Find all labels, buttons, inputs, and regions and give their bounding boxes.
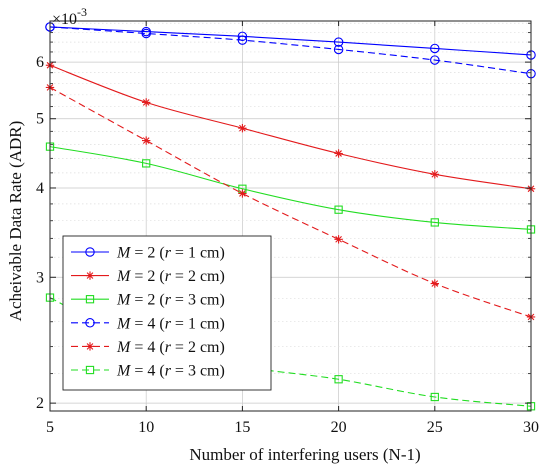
marker-circle — [85, 247, 95, 257]
series-line — [49, 64, 532, 190]
marker-square — [430, 218, 439, 227]
legend-item: M = 2 (r = 1 cm) — [71, 245, 225, 262]
legend-item: M = 4 (r = 3 cm) — [71, 363, 225, 380]
marker-asterisk — [430, 279, 439, 288]
legend-label-part: r — [165, 245, 172, 262]
series-line — [49, 146, 532, 230]
marker-asterisk — [238, 189, 247, 198]
legend-label-part: = 3 cm) — [171, 292, 225, 309]
legend-label-part: r — [165, 315, 172, 332]
legend-item: M = 2 (r = 3 cm) — [71, 292, 225, 309]
marker-asterisk-stroke — [431, 170, 439, 178]
series-line — [49, 26, 532, 56]
marker-asterisk-stroke — [142, 99, 150, 106]
legend-label-part: r — [165, 268, 172, 285]
y-tick-label: 2 — [36, 395, 44, 412]
legend-label-part: M — [116, 363, 132, 380]
x-tick-label: 10 — [138, 419, 154, 436]
marker-circle — [333, 37, 344, 47]
legend-label-part: r — [165, 363, 172, 380]
y-tick-label: 6 — [36, 54, 44, 71]
legend-label-part: = 3 cm) — [171, 363, 225, 380]
marker-circle — [430, 43, 440, 54]
legend-label-part: = 4 ( — [130, 315, 164, 332]
marker-asterisk-stroke — [335, 150, 342, 157]
x-axis-title: Number of interfering users (N-1) — [189, 445, 420, 464]
marker-asterisk — [430, 170, 439, 179]
series-2 — [45, 61, 536, 193]
series-line — [49, 26, 532, 75]
legend-label-part: = 2 ( — [130, 292, 164, 309]
legend-item: M = 2 (r = 2 cm) — [71, 268, 225, 285]
series-3 — [45, 142, 536, 234]
marker-circle — [237, 35, 248, 45]
marker-asterisk-stroke — [239, 190, 246, 197]
marker-asterisk-stroke — [335, 236, 342, 243]
legend-label: M = 2 (r = 3 cm) — [116, 292, 225, 309]
marker-asterisk-stroke — [239, 124, 246, 132]
x-tick-label: 5 — [46, 419, 54, 436]
legend-item: M = 4 (r = 2 cm) — [71, 339, 225, 356]
marker-square — [334, 375, 343, 384]
marker-asterisk — [85, 271, 95, 280]
x-tick-label: 25 — [427, 419, 443, 436]
x-tick-label: 15 — [234, 419, 250, 436]
series-1 — [45, 22, 536, 60]
marker-circle — [85, 318, 95, 328]
marker-asterisk — [142, 98, 151, 107]
plot-frame — [49, 20, 532, 412]
marker-asterisk — [334, 235, 343, 244]
marker-asterisk — [238, 123, 247, 133]
legend-label-part: M — [116, 245, 132, 262]
x-tick-label: 30 — [523, 419, 539, 436]
legend-label-part: = 1 cm) — [171, 245, 225, 262]
marker-asterisk — [85, 342, 95, 351]
legend-label: M = 4 (r = 1 cm) — [116, 315, 225, 332]
series-line — [49, 86, 532, 318]
legend-box — [62, 235, 272, 391]
marker-asterisk — [142, 136, 151, 145]
legend-label-part: r — [165, 339, 172, 356]
y-tick-label: 4 — [36, 180, 44, 197]
legend-label-part: = 2 ( — [130, 268, 164, 285]
legend: M = 2 (r = 1 cm)M = 2 (r = 2 cm)M = 2 (r… — [62, 235, 272, 391]
marker-square — [142, 159, 151, 168]
marker-asterisk — [334, 149, 343, 158]
legend-label-part: = 2 cm) — [171, 339, 225, 356]
legend-label-part: = 1 cm) — [171, 315, 225, 332]
x-tick-label: 20 — [331, 419, 347, 436]
marker-square — [430, 392, 439, 402]
marker-circle — [333, 44, 344, 55]
legend-label-part: = 4 ( — [130, 339, 164, 356]
axis-ticks: 5 10 15 20 25 30 2 3 4 5 6 — [36, 21, 539, 436]
legend-label-part: M — [116, 339, 132, 356]
legend-label: M = 2 (r = 1 cm) — [116, 245, 225, 262]
legend-label: M = 2 (r = 2 cm) — [116, 268, 225, 285]
y-axis-title: Acheivable Data Rate (ADR) — [6, 121, 25, 322]
legend-label-part: = 4 ( — [130, 363, 164, 380]
y-tick-label: 3 — [36, 269, 44, 286]
legend-label-part: = 2 cm) — [171, 268, 225, 285]
legend-label: M = 4 (r = 2 cm) — [116, 339, 225, 356]
legend-label: M = 4 (r = 3 cm) — [116, 363, 225, 380]
marker-circle — [430, 55, 440, 65]
legend-label-part: r — [165, 292, 172, 309]
legend-label-part: M — [116, 268, 132, 285]
marker-asterisk-stroke — [431, 280, 439, 287]
marker-asterisk-stroke — [86, 272, 94, 279]
legend-label-part: = 2 ( — [130, 245, 164, 262]
marker-square — [85, 365, 95, 375]
legend-item: M = 4 (r = 1 cm) — [71, 315, 225, 332]
marker-square — [85, 295, 95, 304]
legend-label-part: M — [116, 315, 132, 332]
y-tick-label: 5 — [36, 111, 44, 128]
marker-square — [334, 205, 343, 214]
marker-asterisk-stroke — [86, 343, 94, 350]
marker-asterisk-stroke — [142, 137, 150, 144]
marker-circle — [141, 28, 151, 39]
y-exponent-label: ×10-3 — [52, 5, 87, 28]
legend-label-part: M — [116, 292, 132, 309]
